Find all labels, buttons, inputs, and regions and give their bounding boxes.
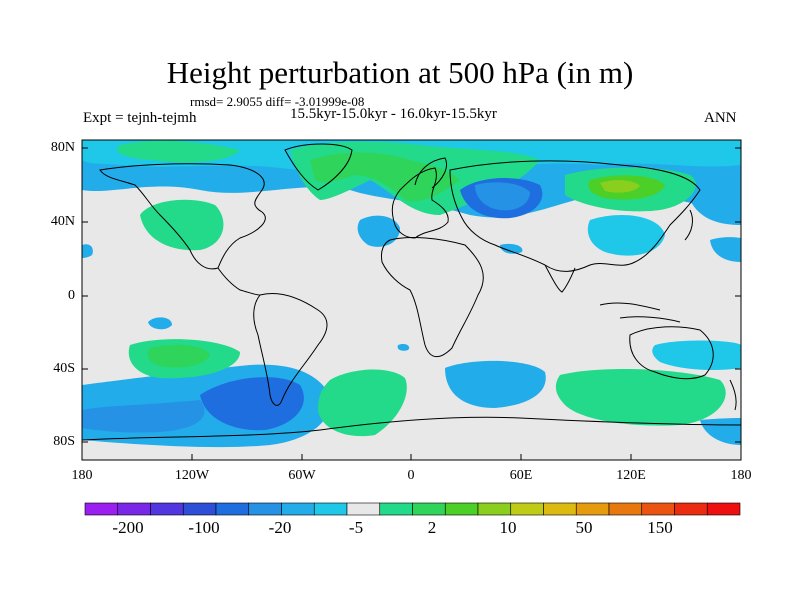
lat-label: 80S — [53, 434, 75, 449]
colorbar-swatch — [444, 502, 479, 516]
colorbar-swatch — [117, 502, 151, 516]
colorbar-swatch — [641, 502, 675, 516]
colorbar-label: -200 — [112, 518, 144, 537]
experiment-label: Expt = tejnh-tejmh — [83, 110, 197, 126]
lat-label: 80N — [50, 140, 75, 155]
coastline-indonesia — [599, 302, 681, 323]
lat-label: 40S — [53, 361, 75, 376]
colorbar-swatch — [608, 502, 643, 516]
coastline-antarctica — [82, 416, 741, 441]
colorbar-swatch — [84, 502, 119, 516]
colorbar-label: 150 — [647, 518, 673, 537]
period-label: 15.5kyr-15.0kyr - 16.0kyr-15.5kyr — [290, 106, 497, 122]
colorbar-swatch — [346, 502, 381, 516]
colorbar-label: 50 — [575, 518, 593, 537]
anomaly-region — [475, 182, 530, 211]
colorbar-swatch — [543, 502, 577, 516]
anomaly-region — [82, 244, 93, 258]
stats-text: rmsd= 2.9055 diff= -3.01999e-08 — [190, 94, 365, 109]
lat-label: 40N — [50, 214, 75, 229]
coastline-australia — [629, 326, 714, 380]
coastline-africa — [381, 237, 484, 358]
colorbar-swatch — [575, 502, 610, 516]
coastline-greenland — [284, 143, 353, 191]
anomaly-region — [200, 377, 304, 431]
anomaly-region — [587, 215, 665, 256]
coastline-asia — [449, 160, 701, 272]
anomaly-region — [710, 237, 741, 262]
anomaly-region — [445, 360, 546, 408]
anomaly-region — [500, 243, 523, 254]
coastline-south-america — [253, 293, 328, 406]
colorbar-swatch — [412, 502, 446, 516]
lon-label: 120E — [616, 468, 646, 483]
season-label: ANN — [704, 110, 737, 126]
colorbar-swatch — [248, 502, 282, 516]
anomaly-region — [147, 344, 210, 368]
lat-ticks — [82, 147, 741, 443]
colorbar-swatch — [150, 502, 184, 516]
colorbar-label: -20 — [268, 518, 292, 537]
lon-label: 180 — [71, 468, 93, 483]
colorbar-swatch — [313, 502, 348, 516]
coastlines — [82, 143, 741, 441]
lon-label: 0 — [407, 468, 415, 483]
anomaly-region — [357, 215, 400, 247]
plot-title: Height perturbation at 500 hPa (in m) — [166, 55, 634, 90]
anomaly-region — [652, 340, 741, 370]
coastline-india — [544, 264, 576, 293]
coastline-new-zealand — [729, 379, 737, 411]
lon-label: 60W — [288, 468, 316, 483]
anomaly-region — [148, 317, 172, 330]
coastline-scandinavia — [414, 157, 447, 189]
lon-label: 180 — [730, 468, 752, 483]
anomaly-region — [82, 400, 205, 433]
lon-label: 60E — [509, 468, 533, 483]
colorbar-swatch — [706, 502, 741, 516]
lon-ticks — [191, 454, 632, 460]
anomaly-region — [555, 368, 726, 426]
colorbar-swatch — [182, 502, 217, 516]
colorbar-swatch — [674, 502, 708, 516]
colorbar-swatch — [477, 502, 512, 516]
colorbar-swatch — [510, 502, 544, 516]
colorbar-swatch — [379, 502, 413, 516]
colorbar-swatch — [281, 502, 315, 516]
lon-label: 120W — [174, 468, 210, 483]
anomaly-region — [116, 140, 240, 163]
colorbar-swatch — [215, 502, 250, 516]
anomaly-region — [690, 190, 741, 225]
coastline-north-america — [99, 163, 266, 270]
field-layer — [82, 140, 741, 460]
anomaly-region — [600, 180, 640, 193]
colorbar-label: 2 — [427, 518, 437, 537]
colorbar — [84, 502, 741, 516]
lat-label: 0 — [68, 288, 75, 303]
colorbar-label: -100 — [188, 518, 220, 537]
anomaly-region — [397, 343, 410, 351]
coastline-central-america — [217, 267, 261, 296]
coastline-japan — [684, 209, 693, 241]
anomaly-region — [318, 369, 407, 437]
anomaly-region — [310, 152, 460, 202]
anomaly-region — [140, 199, 224, 251]
colorbar-label: -5 — [348, 518, 364, 537]
colorbar-label: 10 — [499, 518, 517, 537]
